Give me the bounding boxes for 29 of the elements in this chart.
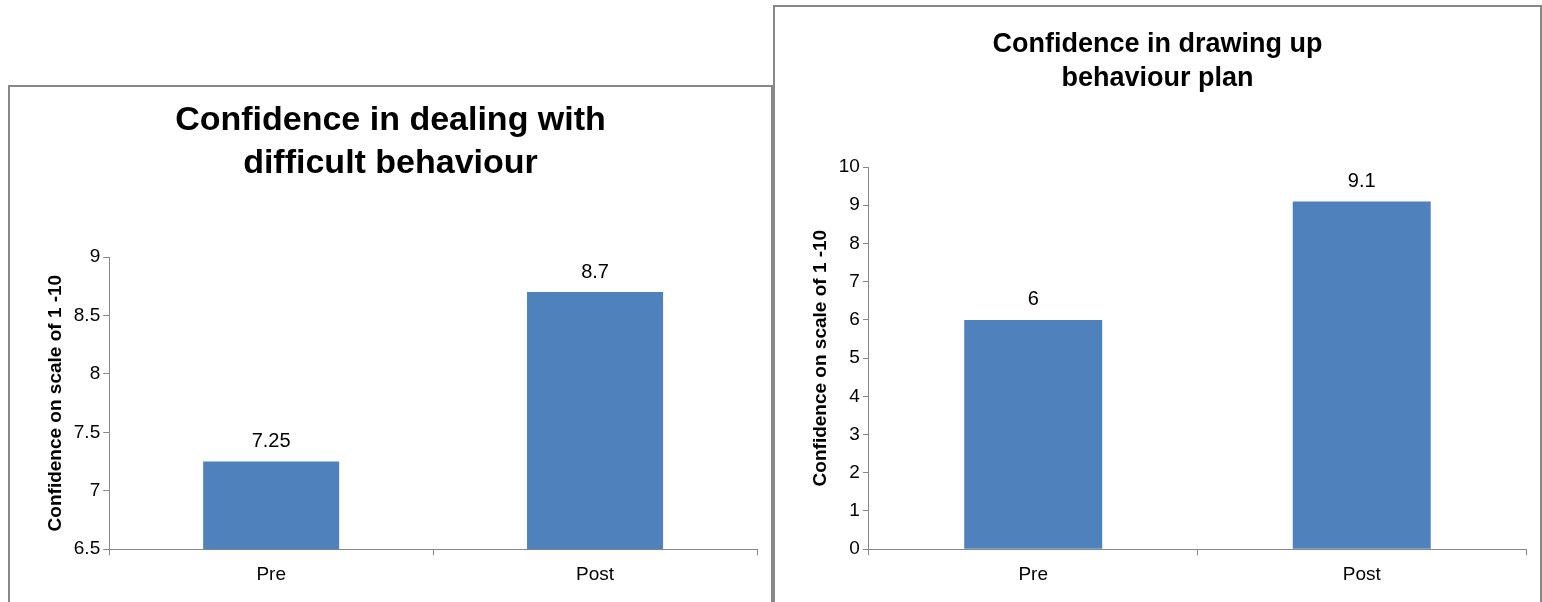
x-tick-label: Post [576, 562, 615, 584]
chart-title: Confidence in drawing up behaviour plan [991, 27, 1324, 94]
y-axis-title: Confidence on scale of 1 -10 [808, 229, 830, 487]
data-label: 9.1 [1347, 168, 1376, 191]
y-tick-label: 3 [849, 422, 860, 444]
y-axis-title: Confidence on scale of 1 -10 [43, 274, 65, 532]
data-label: 8.7 [581, 259, 609, 282]
y-tick-label: 5 [849, 346, 860, 368]
y-tick-label: 4 [849, 384, 861, 406]
y-tick-label: 6 [849, 308, 860, 330]
chart-title: Confidence in dealing with difficult behaviour [174, 98, 607, 182]
data-label: 7.25 [251, 429, 291, 452]
x-tick-label: Post [1342, 562, 1382, 584]
y-tick-label: 9 [849, 193, 860, 215]
y-tick-label: 8 [89, 362, 101, 384]
y-tick-label: 7 [849, 269, 860, 291]
y-tick-label: 7 [89, 478, 101, 500]
y-tick-label: 8 [849, 231, 860, 253]
y-tick-label: 8.5 [73, 303, 101, 325]
x-tick-label: Pre [1018, 562, 1048, 584]
y-tick-label: 2 [849, 460, 860, 482]
x-tick-label: Pre [256, 562, 286, 584]
data-label: 6 [1027, 287, 1039, 310]
y-tick-label: 9 [89, 245, 101, 267]
y-tick-label: 0 [849, 537, 860, 559]
y-tick-label: 6.5 [73, 537, 101, 559]
y-tick-label: 7.5 [73, 420, 101, 442]
y-tick-label: 10 [838, 155, 860, 177]
y-tick-label: 1 [849, 499, 860, 521]
